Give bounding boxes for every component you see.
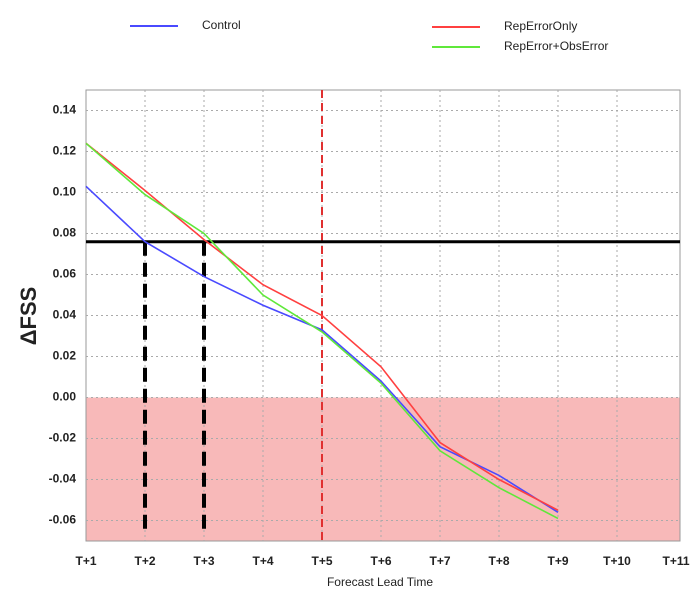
x-axis-label: Forecast Lead Time (327, 575, 433, 589)
y-tick-label: -0.06 (49, 513, 77, 527)
series-line (85, 185, 559, 513)
y-tick-label: 0.12 (53, 144, 77, 158)
legend-label: RepError+ObsError (504, 39, 608, 53)
x-tick-label: T+10 (603, 554, 631, 568)
x-tick-label: T+9 (547, 554, 568, 568)
x-tick-label: T+2 (134, 554, 155, 568)
x-tick-label: T+1 (75, 554, 96, 568)
y-tick-label: 0.10 (53, 185, 77, 199)
x-tick-label: T+11 (662, 554, 689, 568)
y-tick-label: 0.02 (53, 349, 77, 363)
y-tick-label: -0.04 (49, 472, 77, 486)
x-tick-label: T+6 (370, 554, 391, 568)
y-tick-label: 0.00 (53, 390, 77, 404)
x-tick-label: T+7 (429, 554, 450, 568)
legend-label: Control (202, 18, 241, 32)
legend-label: RepErrorOnly (504, 19, 577, 33)
x-tick-label: T+4 (252, 554, 273, 568)
x-tick-label: T+3 (193, 554, 214, 568)
y-tick-label: -0.02 (49, 431, 77, 445)
x-tick-label: T+5 (311, 554, 332, 568)
y-tick-label: 0.04 (53, 308, 77, 322)
y-axis-label: ΔFSS (16, 287, 41, 346)
y-tick-label: 0.08 (53, 226, 77, 240)
y-tick-label: 0.06 (53, 267, 77, 281)
y-tick-label: 0.14 (53, 103, 77, 117)
x-tick-label: T+8 (488, 554, 509, 568)
series-line (85, 142, 559, 520)
negative-region (86, 397, 680, 541)
